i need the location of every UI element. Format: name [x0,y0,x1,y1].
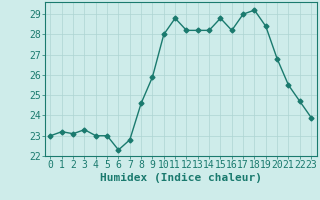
X-axis label: Humidex (Indice chaleur): Humidex (Indice chaleur) [100,173,262,183]
